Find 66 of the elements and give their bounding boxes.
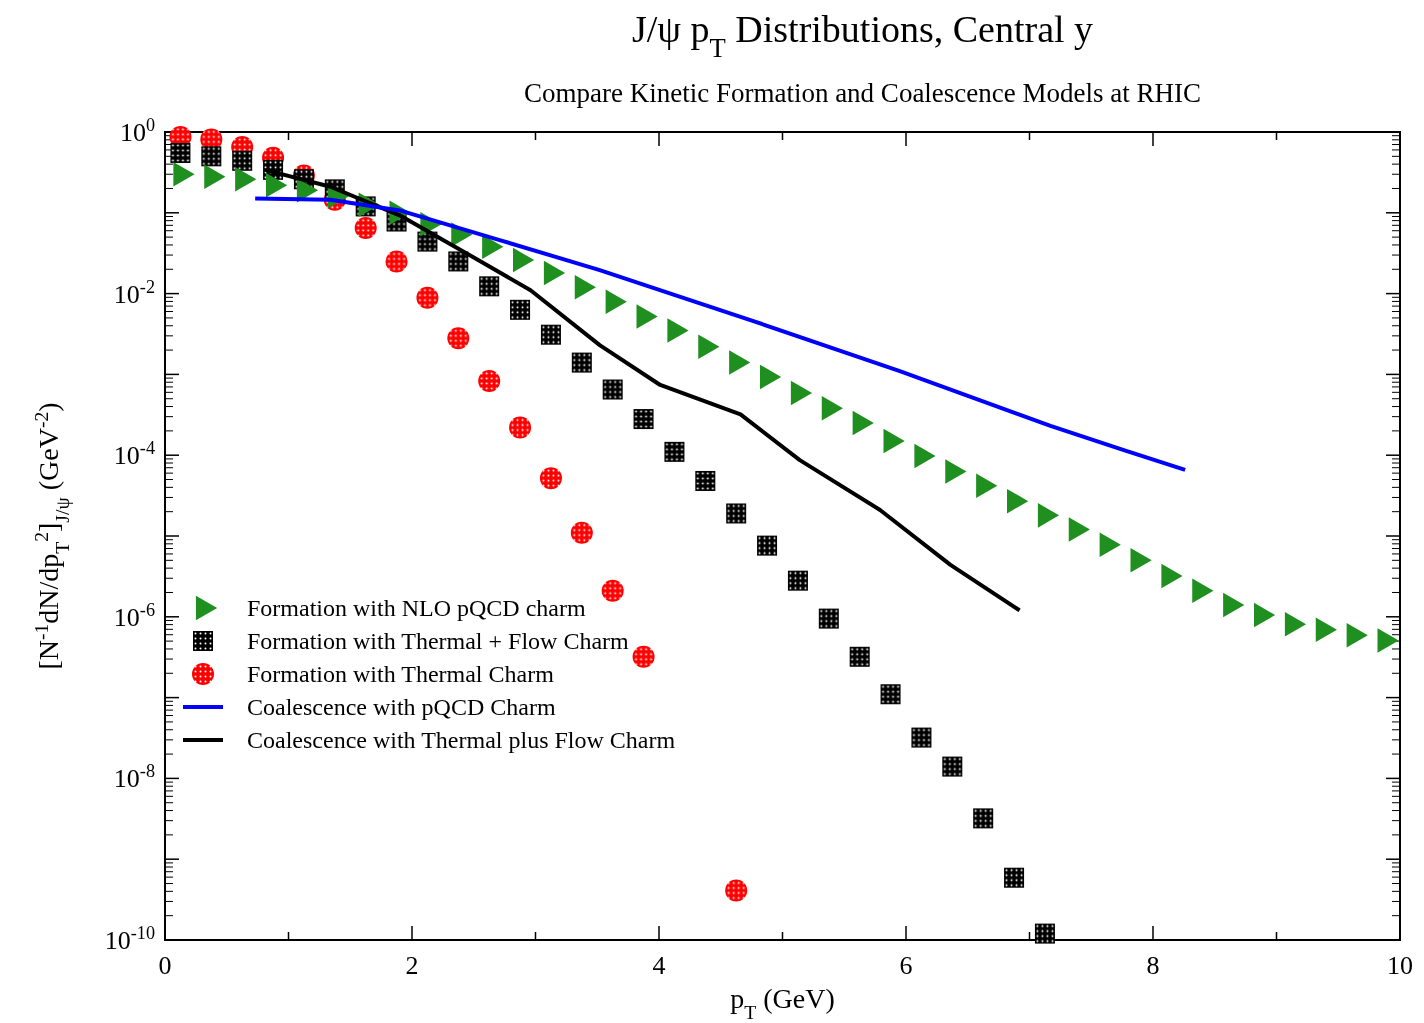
y-tick-label: 10$^{-2}$ [113, 276, 155, 309]
x-tick-label: 8 [1146, 951, 1160, 980]
point [757, 535, 778, 556]
point [416, 286, 439, 309]
point [633, 409, 654, 430]
point [602, 379, 623, 400]
x-axis-title: p$_{T}$ (GeV) [730, 983, 835, 1023]
x-tick-label: 10 [1387, 951, 1413, 980]
point [790, 380, 813, 406]
point [478, 369, 501, 392]
point [945, 459, 967, 484]
point [479, 276, 500, 297]
point [510, 299, 531, 320]
point [570, 521, 593, 544]
legend-label: Formation with NLO pQCD charm [247, 595, 586, 621]
point [1377, 628, 1399, 653]
point [385, 250, 408, 273]
point [852, 410, 874, 436]
point [759, 364, 782, 390]
point [1037, 503, 1060, 528]
point [354, 216, 377, 239]
point [539, 467, 562, 490]
point [725, 879, 748, 902]
y-tick-label: 10$^{-6}$ [113, 599, 155, 632]
point [914, 443, 936, 469]
y-tick-label: 10$^{-4}$ [113, 438, 155, 471]
point [883, 428, 905, 454]
point [232, 150, 253, 171]
x-tick-label: 6 [899, 951, 913, 980]
legend-label: Formation with Thermal Charm [247, 661, 555, 687]
point [726, 503, 747, 524]
chart-subtitle: Compare Kinetic Formation and Coalescence Models at RHIC [523, 78, 1202, 108]
point [447, 327, 470, 350]
point [170, 142, 191, 163]
y-tick-label: 10$^{-8}$ [113, 761, 155, 794]
point [1284, 611, 1307, 637]
point [695, 470, 716, 491]
point [1253, 602, 1276, 628]
y-tick-label: 10$^{-10}$ [104, 923, 155, 955]
point [632, 645, 655, 668]
point [976, 473, 998, 498]
y-tick-label: 10$^{0}$ [119, 115, 155, 147]
point [1346, 623, 1368, 648]
x-tick-label: 4 [652, 951, 666, 980]
point [1223, 592, 1245, 618]
legend-label: Coalescence with pQCD Charm [247, 694, 556, 720]
point [821, 396, 843, 421]
chart-title: J/ψ p$_{T}$ Distributions, Central y [631, 8, 1094, 63]
point [509, 416, 532, 439]
x-tick-label: 0 [158, 951, 172, 980]
legend-label: Coalescence with Thermal plus Flow Charm [247, 727, 676, 753]
legend-label: Formation with Thermal + Flow Charm [247, 628, 630, 654]
point [571, 352, 592, 373]
point [1068, 517, 1090, 542]
point [448, 251, 469, 272]
point [1192, 578, 1214, 604]
point [540, 324, 561, 345]
point [1099, 532, 1121, 557]
point [1130, 548, 1152, 573]
point [1315, 617, 1337, 643]
point [664, 441, 685, 462]
point [1161, 563, 1183, 589]
point [601, 579, 624, 602]
point [1006, 488, 1029, 514]
point [201, 146, 222, 167]
x-tick-label: 2 [405, 951, 419, 980]
